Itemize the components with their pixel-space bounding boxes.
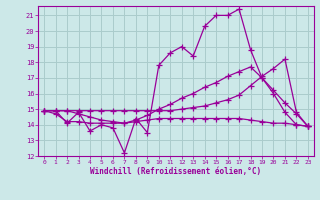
X-axis label: Windchill (Refroidissement éolien,°C): Windchill (Refroidissement éolien,°C) xyxy=(91,167,261,176)
